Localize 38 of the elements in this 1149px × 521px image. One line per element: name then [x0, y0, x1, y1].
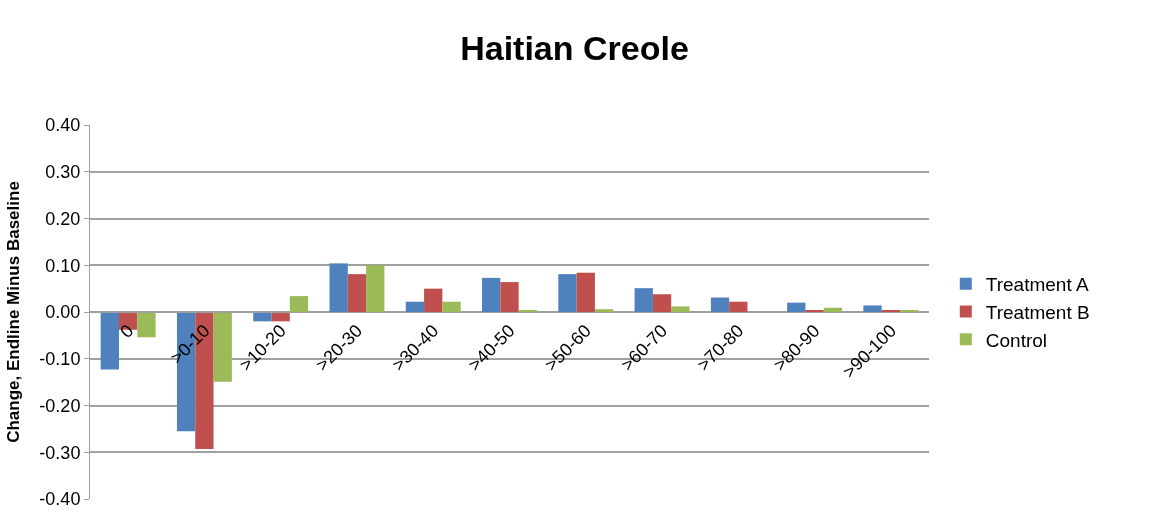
- legend-label: Treatment A: [985, 274, 1089, 296]
- y-tick-label: -0.10: [39, 349, 81, 370]
- bar: [863, 305, 882, 312]
- legend-label: Treatment B: [985, 301, 1090, 323]
- bar: [347, 274, 367, 312]
- bar: [558, 274, 577, 312]
- bar: [329, 263, 348, 312]
- bar: [405, 301, 425, 312]
- bar: [576, 272, 595, 312]
- bar: [710, 297, 730, 312]
- bar: [482, 277, 501, 312]
- bar: [634, 288, 653, 312]
- bar: [823, 307, 843, 312]
- y-tick-label: -0.40: [39, 489, 81, 510]
- x-tick-label: 0: [116, 320, 138, 342]
- bar: [787, 302, 806, 312]
- y-tick-label: 0.20: [45, 208, 81, 229]
- bar: [100, 312, 119, 370]
- chart-title: Haitian Creole: [460, 29, 689, 68]
- y-tick-label: 0.10: [45, 255, 81, 276]
- y-tick-label: 0.30: [45, 162, 81, 183]
- bar: [594, 309, 614, 312]
- y-tick-label: -0.20: [39, 395, 81, 416]
- bar: [366, 265, 385, 312]
- y-tick-label: 0.40: [45, 115, 81, 136]
- y-tick-label: -0.30: [39, 442, 81, 463]
- y-axis-title: Change, Endline Minus Baseline: [3, 181, 23, 443]
- legend-label: Control: [985, 329, 1048, 351]
- bar: [137, 312, 156, 338]
- bar: [729, 301, 748, 312]
- bar: [289, 296, 309, 312]
- y-tick-label: 0.00: [45, 302, 81, 323]
- bar: [213, 312, 232, 382]
- bar: [442, 301, 461, 312]
- bar: [424, 288, 443, 312]
- bar: [500, 282, 519, 312]
- bar: [652, 294, 672, 312]
- bar: [671, 306, 690, 312]
